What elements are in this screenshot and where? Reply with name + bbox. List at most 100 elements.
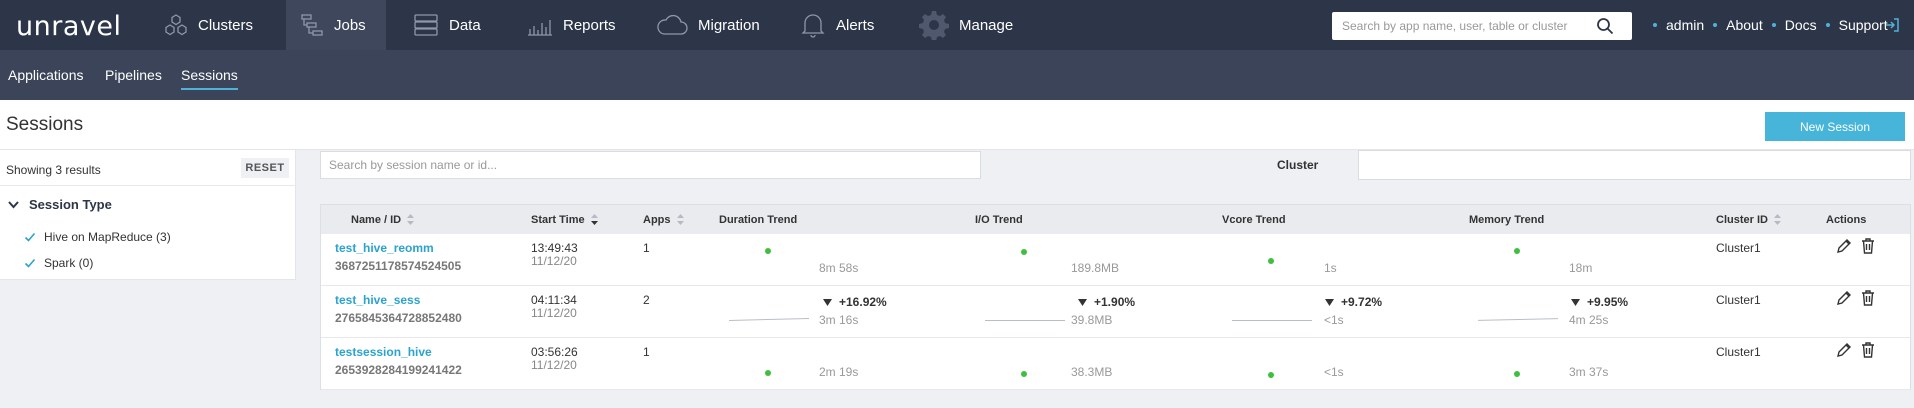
sub-navbar: Applications Pipelines Sessions xyxy=(0,50,1914,100)
gear-icon xyxy=(919,11,949,40)
col-start-time-label: Start Time xyxy=(531,213,585,226)
edit-icon[interactable] xyxy=(1836,238,1852,254)
cloud-icon xyxy=(657,14,688,35)
clusters-icon xyxy=(165,14,187,36)
memory-trend: 18m xyxy=(1469,234,1669,286)
nav-alerts[interactable]: Alerts xyxy=(800,0,874,50)
data-icon xyxy=(414,14,438,36)
memory-trend: 3m 37s xyxy=(1469,338,1669,390)
divider xyxy=(0,185,296,186)
facet-title: Session Type xyxy=(29,197,112,212)
sparkline xyxy=(729,317,809,322)
nav-migration-label: Migration xyxy=(698,16,760,34)
user-menu[interactable]: admin xyxy=(1666,17,1705,33)
search-icon[interactable] xyxy=(1596,17,1614,35)
trend-dot xyxy=(1021,371,1027,377)
col-memory-trend: Memory Trend xyxy=(1469,213,1545,226)
facet-option-label: Hive on MapReduce (3) xyxy=(44,230,171,244)
tab-sessions[interactable]: Sessions xyxy=(181,50,238,100)
trend-value: 3m 37s xyxy=(1569,365,1609,379)
session-name-link[interactable]: testsession_hive xyxy=(335,345,432,359)
session-name-link[interactable]: test_hive_reomm xyxy=(335,241,434,255)
trend-dot xyxy=(1514,248,1520,254)
table-row: test_hive_reomm 3687251178574524505 13:4… xyxy=(321,234,1910,286)
trend-down-icon xyxy=(1325,298,1334,306)
nav-data-label: Data xyxy=(449,16,481,34)
results-count: Showing 3 results xyxy=(6,163,101,177)
vcore-trend: <1s xyxy=(1222,338,1422,390)
io-trend: 189.8MB xyxy=(975,234,1175,286)
trend-change: +1.90% xyxy=(1078,295,1135,309)
sort-icon[interactable] xyxy=(676,214,684,225)
trend-dot xyxy=(1021,249,1027,255)
session-name-link[interactable]: test_hive_sess xyxy=(335,293,421,307)
nav-data[interactable]: Data xyxy=(413,0,481,50)
separator-dot xyxy=(1653,23,1657,27)
cluster-id: Cluster1 xyxy=(1716,241,1761,255)
global-search-placeholder: Search by app name, user, table or clust… xyxy=(1342,19,1568,33)
global-search-input[interactable]: Search by app name, user, table or clust… xyxy=(1332,12,1632,40)
col-apps[interactable]: Apps xyxy=(643,205,684,234)
trash-icon[interactable] xyxy=(1861,238,1875,254)
brand-logo[interactable]: unravel xyxy=(16,11,122,42)
start-date: 11/12/20 xyxy=(531,306,577,320)
trend-down-icon xyxy=(1078,298,1087,306)
nav-jobs[interactable]: Jobs xyxy=(286,0,386,50)
checkbox-checked-icon[interactable] xyxy=(24,257,36,269)
trend-dot xyxy=(1268,258,1274,264)
reports-icon xyxy=(528,20,552,36)
trend-dot xyxy=(1514,371,1520,377)
support-link[interactable]: Support xyxy=(1838,17,1888,33)
col-actions: Actions xyxy=(1826,213,1867,226)
nav-reports[interactable]: Reports xyxy=(527,0,616,50)
checkbox-checked-icon[interactable] xyxy=(24,231,36,243)
memory-trend: +9.95% 4m 25s xyxy=(1469,286,1669,338)
col-name[interactable]: Name / ID xyxy=(351,205,415,234)
top-links: admin About Docs Support xyxy=(1644,0,1888,50)
trend-down-icon xyxy=(1571,298,1580,306)
trend-value: <1s xyxy=(1324,313,1344,327)
sort-icon[interactable] xyxy=(407,214,415,225)
facet-option-spark[interactable]: Spark (0) xyxy=(24,256,93,270)
tab-applications[interactable]: Applications xyxy=(8,67,84,83)
facet-option-hive[interactable]: Hive on MapReduce (3) xyxy=(24,230,171,244)
edit-icon[interactable] xyxy=(1836,342,1852,358)
session-id: 3687251178574524505 xyxy=(335,259,462,273)
page-title: Sessions xyxy=(6,114,84,135)
session-search-input[interactable]: Search by session name or id... xyxy=(320,151,981,179)
nav-jobs-label: Jobs xyxy=(334,16,366,34)
start-time: 13:49:43 xyxy=(531,241,578,255)
col-cluster-id[interactable]: Cluster ID xyxy=(1716,205,1781,234)
sort-desc-icon[interactable] xyxy=(590,214,598,225)
col-name-label: Name / ID xyxy=(351,213,402,226)
trend-value: 39.8MB xyxy=(1071,313,1113,327)
nav-alerts-label: Alerts xyxy=(836,16,875,34)
apps-count: 1 xyxy=(643,241,650,255)
nav-manage[interactable]: Manage xyxy=(919,0,1013,50)
sort-icon[interactable] xyxy=(1773,214,1781,225)
docs-link[interactable]: Docs xyxy=(1784,17,1817,33)
nav-clusters[interactable]: Clusters xyxy=(164,0,253,50)
session-id: 2765845364728852480 xyxy=(335,311,462,325)
edit-icon[interactable] xyxy=(1836,290,1852,306)
about-link[interactable]: About xyxy=(1726,17,1763,33)
col-start-time[interactable]: Start Time xyxy=(531,205,598,234)
logout-icon[interactable] xyxy=(1884,17,1900,33)
nav-reports-label: Reports xyxy=(563,16,616,34)
trash-icon[interactable] xyxy=(1861,290,1875,306)
reset-button[interactable]: RESET xyxy=(241,158,289,178)
tab-pipelines[interactable]: Pipelines xyxy=(105,67,162,83)
trend-value: 2m 19s xyxy=(819,365,859,379)
trend-change-value: +9.72% xyxy=(1341,295,1383,309)
trend-value: 189.8MB xyxy=(1071,261,1120,275)
new-session-button[interactable]: New Session xyxy=(1765,112,1905,141)
facet-session-type[interactable]: Session Type xyxy=(8,197,112,212)
cluster-id: Cluster1 xyxy=(1716,345,1761,359)
sparkline xyxy=(1232,320,1312,321)
bell-icon xyxy=(801,14,825,38)
nav-migration[interactable]: Migration xyxy=(656,0,760,50)
col-vcore-trend: Vcore Trend xyxy=(1222,213,1286,226)
trend-value: <1s xyxy=(1324,365,1344,379)
cluster-filter-input[interactable] xyxy=(1358,150,1911,180)
trash-icon[interactable] xyxy=(1861,342,1875,358)
